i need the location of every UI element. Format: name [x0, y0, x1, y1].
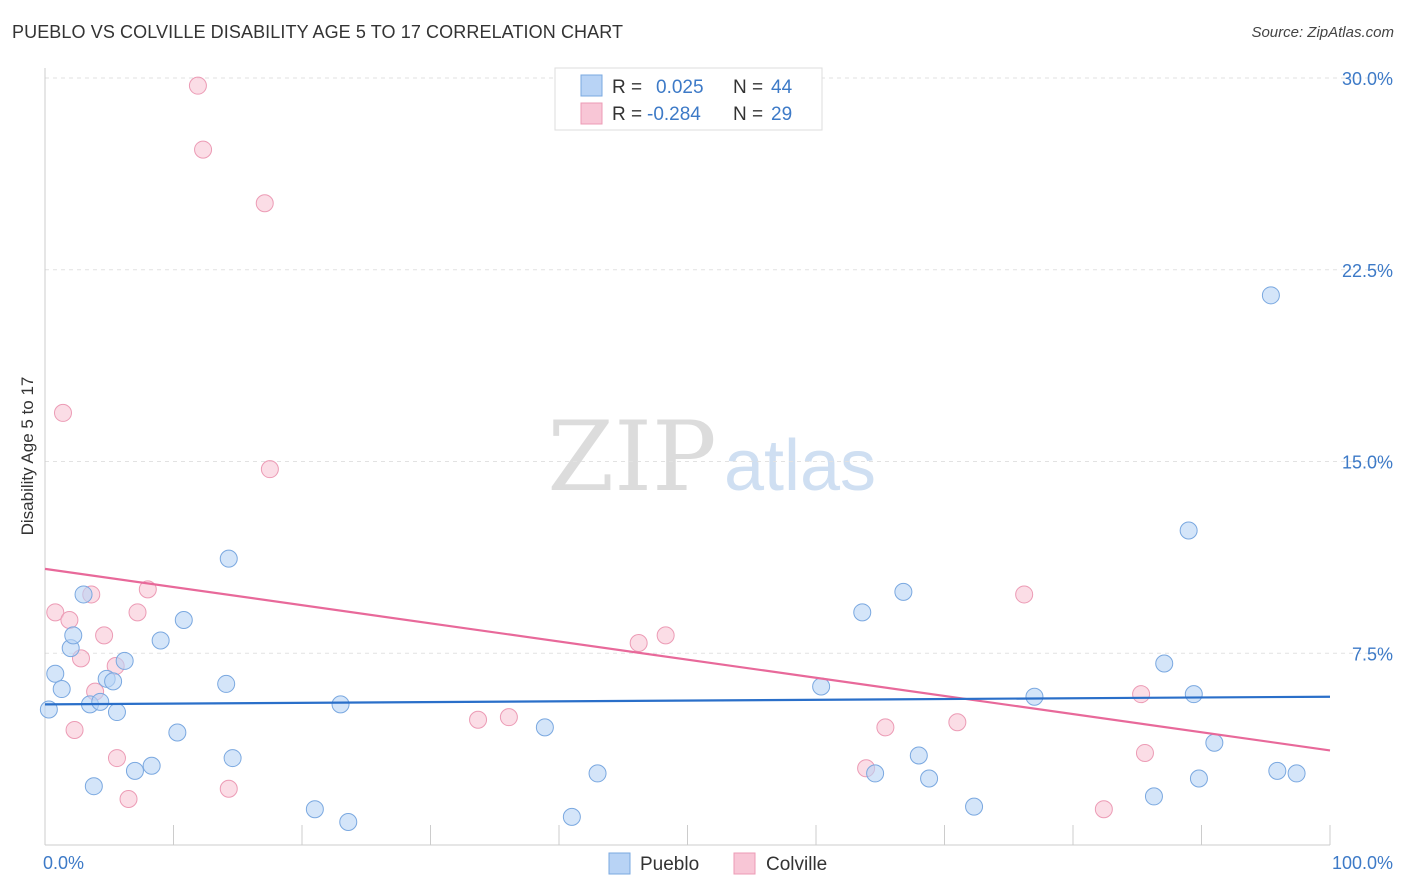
pueblo-point [125, 761, 144, 780]
colville-point [1015, 585, 1034, 604]
y-axis-label: Disability Age 5 to 17 [18, 377, 37, 536]
colville-point [260, 460, 279, 479]
pueblo-point [853, 603, 872, 622]
bottom-legend-label-pueblo: Pueblo [640, 854, 699, 875]
colville-point [107, 749, 126, 768]
pueblo-point [46, 664, 65, 683]
colville-point [1135, 743, 1154, 762]
pueblo-point [1287, 764, 1306, 783]
pueblo-point [339, 812, 358, 831]
legend-r-label-pueblo: R = [612, 77, 642, 98]
legend-n-label-pueblo: N = [733, 77, 763, 98]
pueblo-point [223, 749, 242, 768]
colville-point [629, 634, 648, 653]
pueblo-point [894, 582, 913, 601]
pueblo-point [1189, 769, 1208, 788]
source-credit: Source: ZipAtlas.com [1251, 24, 1394, 41]
pueblo-point [142, 756, 161, 775]
y-tick-label: 7.5% [1352, 644, 1393, 664]
legend-n-value-colville: 29 [771, 104, 792, 125]
pueblo-point [1205, 733, 1224, 752]
pueblo-point [535, 718, 554, 737]
colville-point [469, 710, 488, 729]
pueblo-point [174, 611, 193, 630]
y-tick-label: 15.0% [1342, 453, 1393, 473]
pueblo-point [588, 764, 607, 783]
pueblo-point [1144, 787, 1163, 806]
pueblo-trend-line [44, 695, 1331, 706]
pueblo-point [562, 807, 581, 826]
pueblo-point [84, 777, 103, 796]
pueblo-point [64, 626, 83, 645]
pueblo-point [74, 585, 93, 604]
watermark-atlas: atlas [724, 426, 876, 506]
pueblo-point [1025, 687, 1044, 706]
colville-point [499, 708, 518, 727]
pueblo-point [812, 677, 831, 696]
colville-point [948, 713, 967, 732]
pueblo-point [217, 674, 236, 693]
pueblo-point [920, 769, 939, 788]
pueblo-point [1184, 685, 1203, 704]
colville-point [219, 779, 238, 798]
colville-point [128, 603, 147, 622]
legend-r-label-colville: R = [612, 104, 642, 125]
pueblo-point [107, 703, 126, 722]
watermark-zip: ZIP [547, 401, 716, 513]
correlation-legend: R = 0.025 N = 44 R = -0.284 N = 29 [554, 67, 823, 131]
pueblo-point [331, 695, 350, 714]
series-legend: Pueblo Colville [608, 852, 827, 875]
bottom-legend-swatch-pueblo [608, 852, 631, 875]
pueblo-point [866, 764, 885, 783]
colville-point [60, 611, 79, 630]
legend-swatch-pueblo [580, 74, 603, 97]
colville-point [95, 626, 114, 645]
x-tick-label-max: 100.0% [1332, 853, 1393, 873]
legend-r-value-pueblo: 0.025 [656, 77, 704, 98]
pueblo-point [151, 631, 170, 650]
x-axis-ticks [173, 825, 1331, 845]
x-tick-label-min: 0.0% [43, 853, 84, 873]
colville-point [876, 718, 895, 737]
bottom-legend-label-colville: Colville [766, 854, 827, 875]
legend-r-value-colville: -0.284 [647, 104, 701, 125]
colville-point [53, 403, 72, 422]
y-tick-labels: 7.5% 15.0% 22.5% 30.0% [1342, 69, 1393, 664]
colville-point [194, 140, 213, 159]
pueblo-point [115, 651, 134, 670]
colville-point [188, 76, 207, 95]
colville-point [656, 626, 675, 645]
legend-swatch-colville [580, 102, 603, 125]
pueblo-point [909, 746, 928, 765]
pueblo-point [52, 680, 71, 699]
colville-point [255, 194, 274, 213]
pueblo-point [1155, 654, 1174, 673]
y-tick-label: 22.5% [1342, 261, 1393, 281]
colville-point [65, 720, 84, 739]
watermark: ZIP atlas [547, 401, 876, 513]
colville-point [1132, 685, 1151, 704]
pueblo-point [1179, 521, 1198, 540]
legend-n-value-pueblo: 44 [771, 77, 793, 98]
grid-lines [45, 77, 1390, 654]
pueblo-point [104, 672, 123, 691]
pueblo-point [91, 692, 110, 711]
chart-title: PUEBLO VS COLVILLE DISABILITY AGE 5 TO 1… [12, 22, 624, 42]
legend-n-label-colville: N = [733, 104, 763, 125]
pueblo-point [1261, 286, 1280, 305]
pueblo-point [305, 800, 324, 819]
colville-point [119, 789, 138, 808]
colville-point [1094, 800, 1113, 819]
pueblo-point [1268, 761, 1287, 780]
colville-point [46, 603, 65, 622]
pueblo-point [168, 723, 187, 742]
pueblo-point [219, 549, 238, 568]
y-tick-label: 30.0% [1342, 69, 1393, 89]
pueblo-points [39, 286, 1306, 831]
bottom-legend-swatch-colville [733, 852, 756, 875]
pueblo-point [965, 797, 984, 816]
trend-lines [44, 567, 1331, 752]
colville-trend-line [44, 567, 1331, 752]
